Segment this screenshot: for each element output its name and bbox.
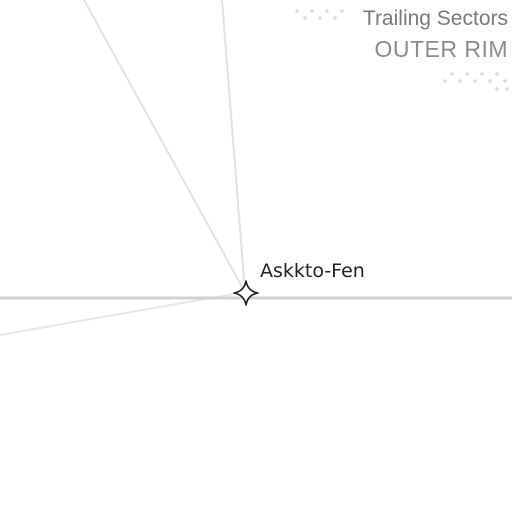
region-dot (333, 16, 337, 20)
route-line-northwest (83, 0, 246, 293)
region-dot (458, 79, 462, 83)
region-dot (325, 9, 329, 13)
region-dot (488, 79, 492, 83)
region-dot (318, 16, 322, 20)
region-dot (303, 16, 307, 20)
region-dot (450, 72, 454, 76)
route-line-north (221, 0, 246, 293)
planet-label[interactable]: Askkto-Fen (260, 260, 365, 282)
region-dot (340, 9, 344, 13)
region-dot-pattern (295, 9, 509, 91)
region-dot (443, 79, 447, 83)
region-dot (505, 87, 509, 91)
four-point-star-icon[interactable] (233, 280, 259, 306)
region-dot (480, 72, 484, 76)
region-dot (473, 79, 477, 83)
region-dot (465, 72, 469, 76)
region-dot (310, 9, 314, 13)
region-dot (495, 87, 499, 91)
region-subtitle: OUTER RIM (374, 36, 508, 62)
region-name: Trailing Sectors (362, 7, 508, 30)
region-dot (495, 72, 499, 76)
region-dot (295, 9, 299, 13)
region-dot (503, 79, 507, 83)
